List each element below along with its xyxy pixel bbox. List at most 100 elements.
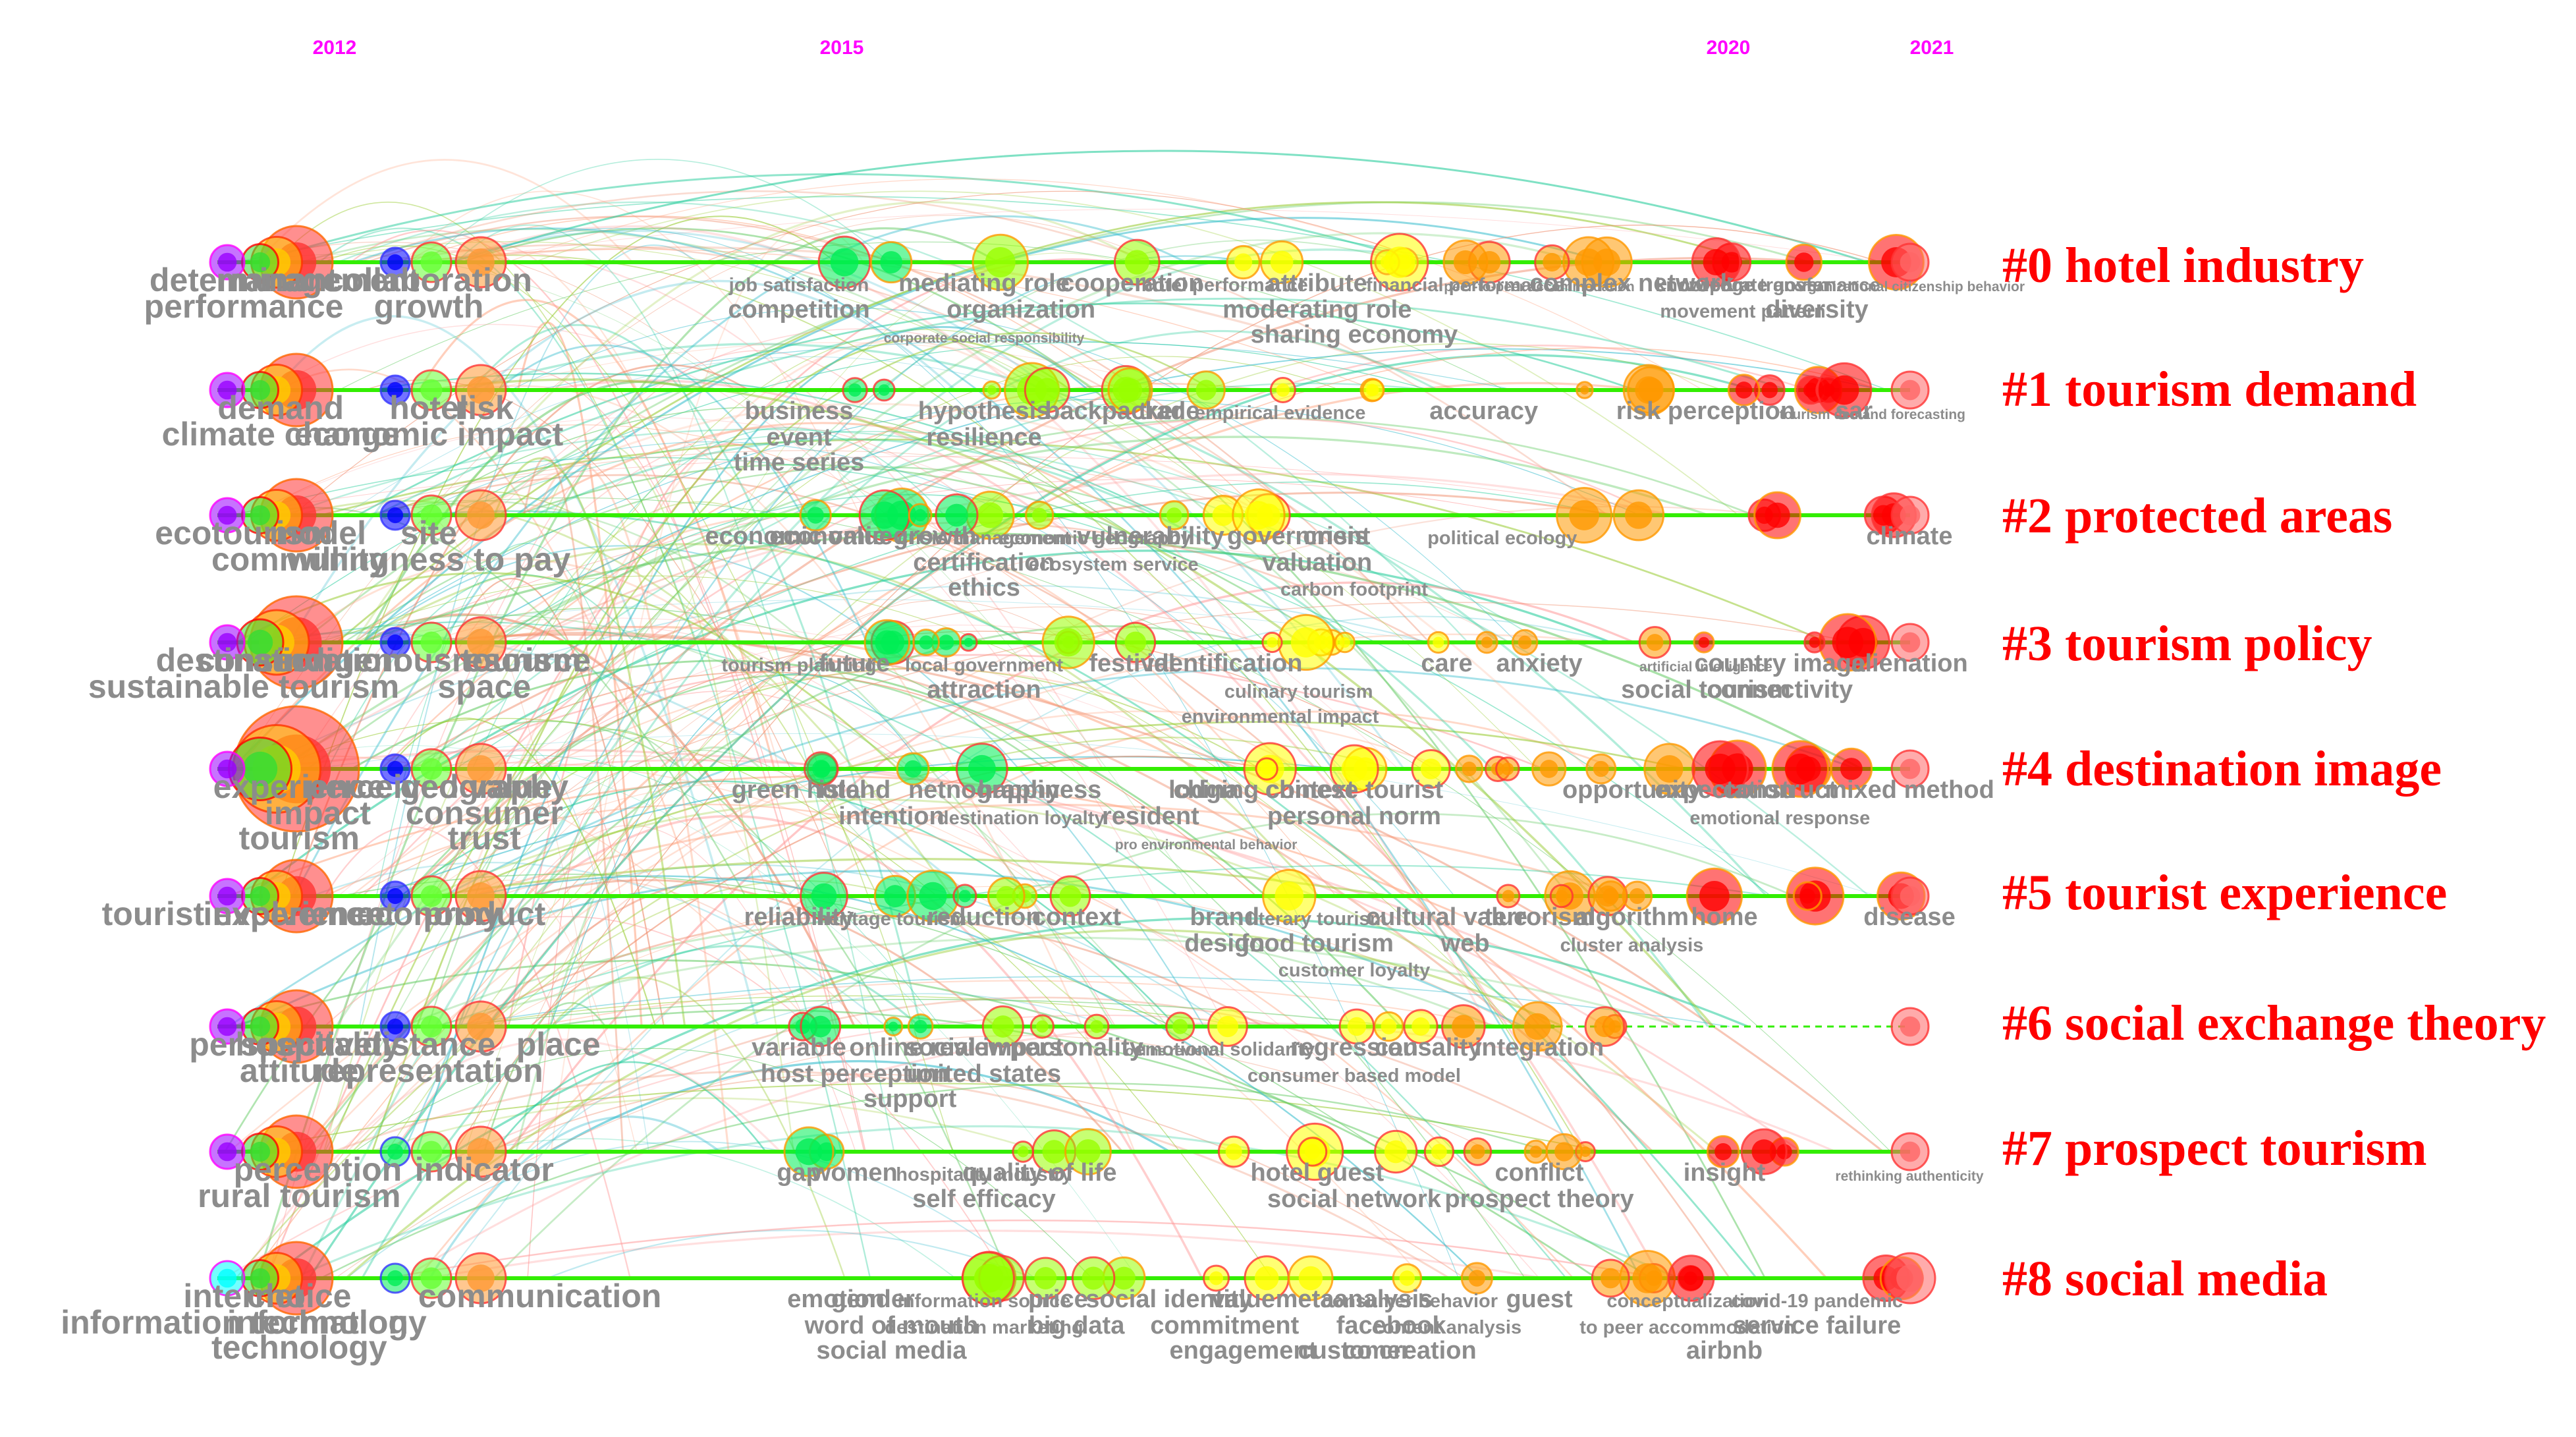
keyword-node[interactable]	[1259, 240, 1304, 285]
keyword-node[interactable]	[972, 233, 1029, 291]
keyword-node[interactable]	[817, 235, 871, 289]
keyword-node[interactable]	[1114, 621, 1157, 663]
keyword-node[interactable]	[987, 877, 1026, 915]
keyword-node[interactable]	[410, 1005, 452, 1048]
keyword-node[interactable]	[1269, 376, 1296, 404]
keyword-node[interactable]	[961, 1251, 1015, 1305]
keyword-node[interactable]	[1064, 1128, 1112, 1175]
keyword-node[interactable]	[1217, 1135, 1250, 1168]
keyword-node[interactable]	[1329, 744, 1379, 794]
keyword-node[interactable]	[1691, 740, 1749, 798]
keyword-node[interactable]	[410, 1131, 452, 1173]
keyword-node[interactable]	[410, 369, 452, 411]
keyword-node[interactable]	[1818, 613, 1877, 672]
keyword-node[interactable]	[1071, 1256, 1116, 1301]
keyword-node[interactable]	[1890, 876, 1930, 916]
keyword-node[interactable]	[1392, 1263, 1423, 1293]
keyword-node[interactable]	[1890, 495, 1930, 535]
keyword-node[interactable]	[454, 1252, 507, 1305]
keyword-node[interactable]	[1556, 486, 1613, 544]
keyword-node[interactable]	[241, 877, 279, 915]
keyword-node[interactable]	[1691, 237, 1741, 287]
keyword-node[interactable]	[209, 1260, 246, 1297]
keyword-node[interactable]	[410, 241, 452, 283]
keyword-node[interactable]	[872, 378, 896, 402]
keyword-node[interactable]	[1884, 1252, 1936, 1305]
keyword-node[interactable]	[1612, 489, 1665, 542]
keyword-node[interactable]	[1288, 1255, 1334, 1301]
keyword-node[interactable]	[1534, 244, 1570, 281]
keyword-node[interactable]	[1029, 1014, 1055, 1039]
keyword-node[interactable]	[1031, 1129, 1077, 1174]
keyword-node[interactable]	[454, 236, 507, 289]
keyword-node[interactable]	[454, 870, 507, 922]
keyword-node[interactable]	[379, 374, 411, 406]
keyword-node[interactable]	[379, 1011, 411, 1042]
keyword-node[interactable]	[1202, 1264, 1230, 1292]
keyword-node[interactable]	[1706, 1135, 1740, 1169]
keyword-node[interactable]	[209, 244, 246, 281]
keyword-node[interactable]	[1012, 1141, 1035, 1163]
keyword-node[interactable]	[873, 874, 917, 918]
keyword-node[interactable]	[1202, 494, 1244, 536]
keyword-node[interactable]	[1740, 1128, 1788, 1175]
keyword-node[interactable]	[1186, 370, 1226, 410]
keyword-node[interactable]	[907, 1013, 934, 1040]
keyword-node[interactable]	[379, 753, 411, 785]
keyword-node[interactable]	[209, 878, 246, 915]
keyword-node[interactable]	[1261, 631, 1283, 654]
keyword-node[interactable]	[241, 371, 279, 409]
keyword-node[interactable]	[1207, 1006, 1248, 1047]
keyword-node[interactable]	[1817, 362, 1873, 418]
keyword-node[interactable]	[1890, 1007, 1930, 1046]
keyword-node[interactable]	[454, 489, 507, 542]
keyword-node[interactable]	[982, 380, 1002, 400]
keyword-node[interactable]	[379, 1262, 411, 1294]
keyword-node[interactable]	[1262, 868, 1317, 924]
keyword-node[interactable]	[379, 1136, 411, 1168]
keyword-node[interactable]	[1890, 749, 1930, 789]
keyword-node[interactable]	[1024, 1256, 1067, 1300]
keyword-node[interactable]	[1427, 631, 1450, 654]
keyword-node[interactable]	[1463, 1137, 1493, 1166]
keyword-node[interactable]	[241, 243, 279, 281]
keyword-node[interactable]	[981, 1005, 1024, 1048]
keyword-node[interactable]	[800, 1005, 842, 1048]
keyword-node[interactable]	[1277, 613, 1334, 671]
keyword-node[interactable]	[379, 880, 411, 912]
keyword-node[interactable]	[863, 619, 910, 666]
keyword-node[interactable]	[410, 748, 452, 790]
keyword-node[interactable]	[783, 1126, 835, 1177]
keyword-node[interactable]	[454, 364, 507, 416]
keyword-node[interactable]	[1338, 1008, 1375, 1045]
keyword-node[interactable]	[1454, 754, 1484, 783]
keyword-node[interactable]	[1595, 880, 1627, 912]
keyword-node[interactable]	[241, 1259, 279, 1297]
keyword-node[interactable]	[1753, 491, 1801, 540]
keyword-node[interactable]	[1460, 1262, 1493, 1295]
keyword-node[interactable]	[1113, 239, 1161, 286]
keyword-node[interactable]	[1411, 748, 1451, 789]
keyword-node[interactable]	[410, 621, 452, 663]
keyword-node[interactable]	[209, 1133, 246, 1170]
keyword-node[interactable]	[209, 1008, 246, 1045]
keyword-node[interactable]	[209, 624, 246, 661]
keyword-node[interactable]	[454, 616, 507, 669]
keyword-node[interactable]	[908, 503, 933, 528]
keyword-node[interactable]	[1423, 1136, 1455, 1168]
keyword-node[interactable]	[1441, 1004, 1486, 1049]
keyword-node[interactable]	[1667, 1254, 1715, 1302]
keyword-node[interactable]	[454, 743, 507, 795]
keyword-node[interactable]	[1232, 488, 1286, 542]
keyword-node[interactable]	[931, 627, 962, 658]
keyword-node[interactable]	[1475, 631, 1498, 654]
keyword-node[interactable]	[1370, 233, 1429, 292]
keyword-node[interactable]	[959, 633, 978, 652]
keyword-node[interactable]	[1890, 1132, 1930, 1171]
keyword-node[interactable]	[1622, 880, 1653, 912]
keyword-node[interactable]	[209, 750, 246, 787]
keyword-node[interactable]	[869, 240, 913, 284]
keyword-node[interactable]	[1512, 1001, 1563, 1052]
keyword-node[interactable]	[1523, 1139, 1548, 1164]
keyword-node[interactable]	[1442, 239, 1489, 285]
